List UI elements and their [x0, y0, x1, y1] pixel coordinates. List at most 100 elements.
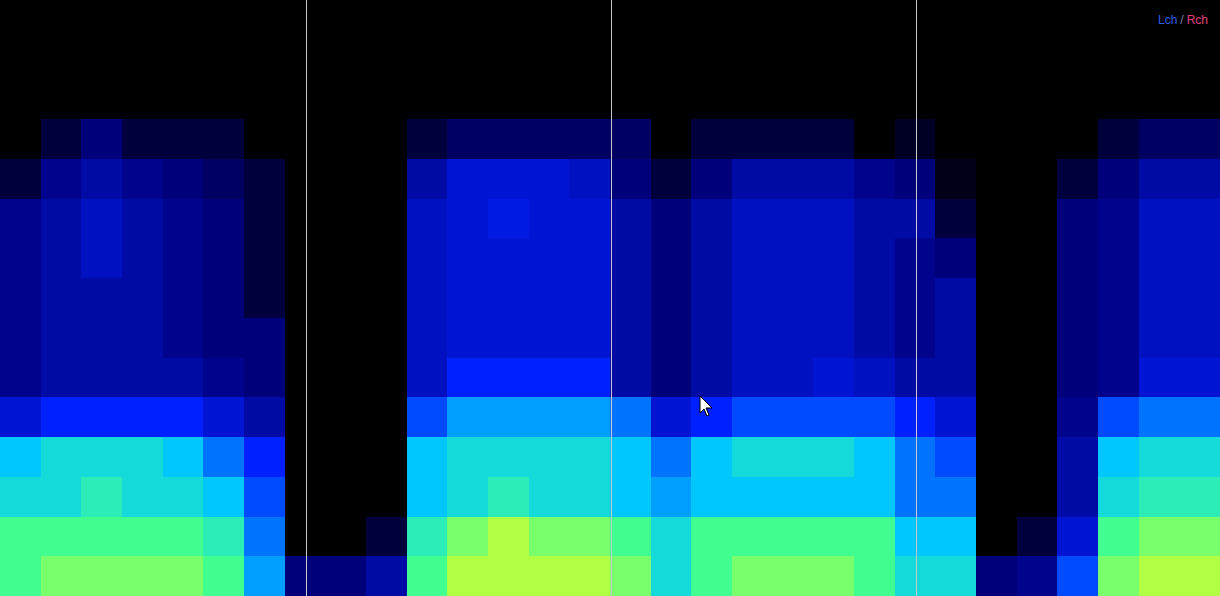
cell: [41, 79, 82, 119]
cell: [285, 79, 326, 119]
cell: [366, 119, 407, 159]
cell: [1057, 199, 1098, 239]
cell: [976, 40, 1017, 80]
cell: [244, 318, 285, 358]
cell: [122, 199, 163, 239]
cell: [976, 437, 1017, 477]
cell: [651, 397, 692, 437]
cell: [1139, 318, 1180, 358]
cell: [81, 556, 122, 596]
cell: [488, 517, 529, 557]
cell: [935, 437, 976, 477]
cell: [935, 159, 976, 199]
cell: [1057, 397, 1098, 437]
cell: [1139, 556, 1180, 596]
cell: [773, 119, 814, 159]
cell: [1057, 556, 1098, 596]
cell: [1057, 0, 1098, 40]
cell: [203, 358, 244, 398]
cell: [122, 278, 163, 318]
cell: [41, 119, 82, 159]
cell: [651, 437, 692, 477]
cell: [325, 397, 366, 437]
cell: [1057, 119, 1098, 159]
cell: [244, 119, 285, 159]
cell: [1098, 437, 1139, 477]
cell: [976, 556, 1017, 596]
cell: [285, 556, 326, 596]
cell: [163, 0, 204, 40]
cell: [1179, 40, 1220, 80]
cell: [325, 318, 366, 358]
cell: [610, 437, 651, 477]
separator: /: [1180, 13, 1184, 27]
cell: [407, 437, 448, 477]
cell: [0, 477, 41, 517]
cell: [773, 0, 814, 40]
markers: [307, 0, 917, 596]
cell: [447, 40, 488, 80]
cell: [81, 119, 122, 159]
cell: [447, 199, 488, 239]
cell: [203, 159, 244, 199]
cell: [285, 238, 326, 278]
cell: [488, 238, 529, 278]
cell: [366, 159, 407, 199]
cell: [407, 119, 448, 159]
cell: [935, 358, 976, 398]
cell: [813, 318, 854, 358]
cell: [1057, 358, 1098, 398]
cell: [691, 238, 732, 278]
cell: [773, 159, 814, 199]
cell: [1098, 556, 1139, 596]
cell: [1098, 119, 1139, 159]
cell: [0, 397, 41, 437]
cell: [813, 397, 854, 437]
cell: [366, 477, 407, 517]
cell: [407, 238, 448, 278]
cell: [285, 0, 326, 40]
cell: [529, 477, 570, 517]
cell: [407, 79, 448, 119]
cell: [488, 79, 529, 119]
cell: [366, 40, 407, 80]
cell: [285, 517, 326, 557]
cell: [651, 79, 692, 119]
cell: [447, 119, 488, 159]
cell: [122, 437, 163, 477]
cell: [529, 437, 570, 477]
cell: [773, 40, 814, 80]
cell: [0, 358, 41, 398]
cell: [1139, 517, 1180, 557]
cell: [854, 556, 895, 596]
cell: [1139, 159, 1180, 199]
cell: [366, 397, 407, 437]
cell: [203, 318, 244, 358]
cell: [203, 199, 244, 239]
cell: [244, 358, 285, 398]
cell: [895, 79, 936, 119]
cell: [1179, 477, 1220, 517]
cell: [732, 119, 773, 159]
cell: [0, 517, 41, 557]
cell: [1098, 199, 1139, 239]
cell: [813, 119, 854, 159]
cell: [569, 278, 610, 318]
cell: [41, 0, 82, 40]
cell: [691, 517, 732, 557]
cell: [691, 437, 732, 477]
cell: [1017, 238, 1058, 278]
channel-name: Rch: [1187, 13, 1208, 27]
cell: [732, 0, 773, 40]
cell: [203, 397, 244, 437]
cell: [569, 159, 610, 199]
cell: [163, 79, 204, 119]
cell: [1017, 40, 1058, 80]
cell: [1017, 159, 1058, 199]
cell: [488, 397, 529, 437]
cell: [813, 517, 854, 557]
cell: [244, 278, 285, 318]
cell: [122, 318, 163, 358]
cell: [0, 278, 41, 318]
cell: [691, 477, 732, 517]
